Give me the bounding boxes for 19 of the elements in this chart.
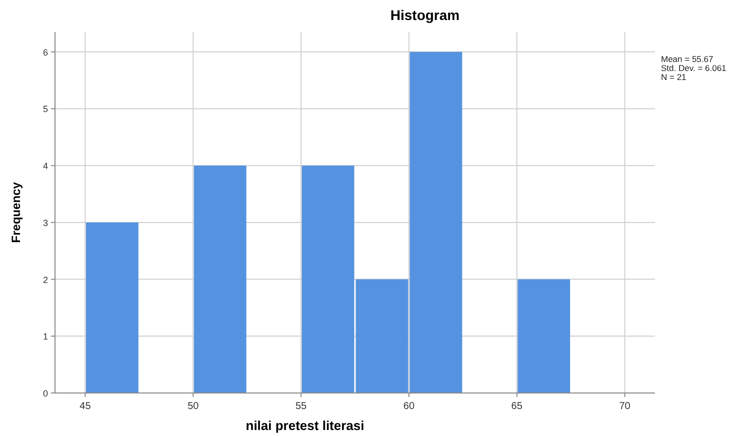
- y-tick-label: 5: [42, 104, 48, 114]
- y-tick-label: 1: [42, 332, 48, 342]
- x-axis-title: nilai pretest literasi: [246, 418, 364, 433]
- text: N = 21: [661, 72, 687, 82]
- y-tick-label: 6: [42, 47, 48, 58]
- x-tick-label: 45: [80, 401, 92, 412]
- y-tick-label: 0: [42, 388, 48, 398]
- text: Std. Dev. = 6.061: [661, 63, 727, 73]
- y-tick-label: 2: [42, 274, 48, 285]
- x-tick-label: 55: [295, 401, 308, 412]
- x-tick-label: 50: [188, 401, 200, 412]
- chart-title: Histogram: [390, 7, 460, 23]
- y-tick-label: 4: [42, 161, 48, 172]
- text: Mean = 55.67: [661, 54, 714, 64]
- y-axis-title: Frequency: [9, 182, 23, 243]
- x-tick-label: 70: [619, 401, 631, 412]
- y-tick-label: 3: [42, 218, 48, 228]
- x-tick-label: 65: [511, 401, 523, 412]
- x-tick-label: 60: [403, 401, 415, 412]
